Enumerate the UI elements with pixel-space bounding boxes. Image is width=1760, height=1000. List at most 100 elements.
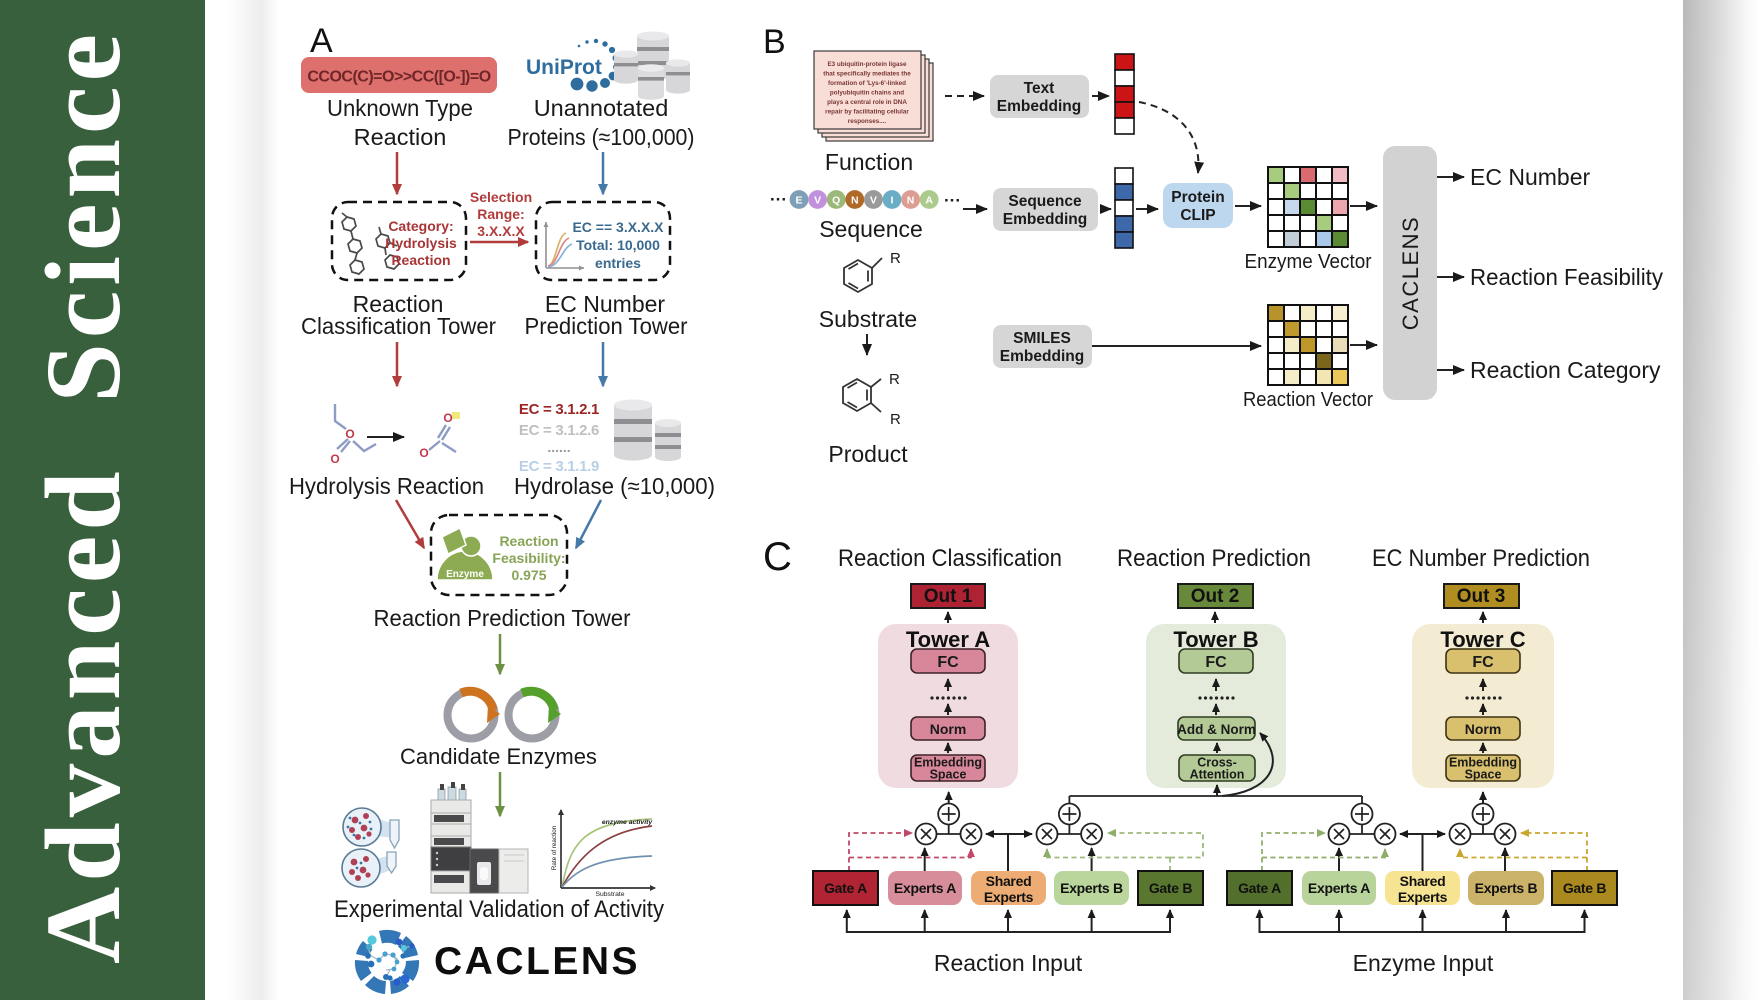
- svg-text:Experimental Validation of Act: Experimental Validation of Activity: [334, 896, 664, 923]
- svg-text:EC == 3.X.X.X: EC == 3.X.X.X: [572, 219, 664, 235]
- svg-text:O: O: [443, 411, 452, 425]
- svg-text:......: ......: [547, 439, 570, 455]
- svg-text:Reaction Classification: Reaction Classification: [838, 545, 1062, 572]
- svg-text:Embedding: Embedding: [1000, 348, 1084, 365]
- svg-text:EC = 3.1.1.9: EC = 3.1.1.9: [519, 458, 599, 475]
- svg-text:Reaction: Reaction: [354, 124, 447, 150]
- svg-text:E: E: [795, 194, 802, 206]
- svg-text:EC = 3.1.2.1: EC = 3.1.2.1: [519, 401, 599, 418]
- svg-text:responses....: responses....: [848, 118, 887, 125]
- svg-text:Substrate: Substrate: [819, 306, 917, 332]
- svg-text:V: V: [870, 194, 877, 206]
- svg-text:N: N: [907, 194, 915, 206]
- svg-text:O: O: [345, 427, 354, 441]
- svg-text:EC Number: EC Number: [545, 291, 665, 317]
- svg-text:Tower C: Tower C: [1440, 627, 1525, 652]
- svg-text:Reaction Prediction: Reaction Prediction: [1117, 545, 1311, 572]
- svg-text:FC: FC: [937, 654, 959, 671]
- svg-text:Hydrolysis: Hydrolysis: [385, 235, 457, 251]
- svg-text:O: O: [419, 446, 428, 460]
- svg-text:Enzyme Vector: Enzyme Vector: [1245, 251, 1372, 273]
- svg-text:enzyme activity: enzyme activity: [602, 819, 653, 826]
- svg-text:EC Number Prediction: EC Number Prediction: [1372, 545, 1590, 572]
- svg-text:Gate A: Gate A: [824, 880, 867, 896]
- svg-text:Enzyme: Enzyme: [446, 569, 484, 580]
- svg-text:Experts: Experts: [984, 889, 1034, 905]
- svg-text:C: C: [763, 535, 792, 579]
- svg-text:Experts A: Experts A: [894, 880, 956, 896]
- svg-text:Classification Tower: Classification Tower: [301, 313, 496, 339]
- svg-text:Total: 10,000: Total: 10,000: [576, 237, 660, 253]
- svg-text:Unannotated: Unannotated: [534, 95, 669, 121]
- svg-text:Gate A: Gate A: [1238, 880, 1281, 896]
- svg-text:that specifically mediates the: that specifically mediates the: [823, 71, 911, 78]
- svg-text:Experts A: Experts A: [1308, 880, 1370, 896]
- svg-text:Out 2: Out 2: [1191, 586, 1240, 607]
- svg-text:Text: Text: [1024, 80, 1055, 97]
- svg-text:FC: FC: [1205, 654, 1227, 671]
- svg-text:Embedding: Embedding: [1449, 756, 1517, 770]
- svg-text:Attention: Attention: [1190, 768, 1245, 782]
- svg-text:A: A: [310, 22, 333, 60]
- svg-text:CCOC(C)=O>>CC([O-])=O: CCOC(C)=O>>CC([O-])=O: [307, 69, 490, 86]
- svg-text:CACLENS: CACLENS: [434, 940, 640, 983]
- svg-text:Range:: Range:: [477, 206, 524, 222]
- svg-text:R: R: [890, 411, 901, 428]
- svg-text:N: N: [851, 194, 859, 206]
- svg-text:Category:: Category:: [388, 218, 453, 234]
- svg-text:CLIP: CLIP: [1180, 207, 1215, 224]
- svg-text:EC = 3.1.2.6: EC = 3.1.2.6: [519, 422, 599, 439]
- svg-text:plays a central role in DNA: plays a central role in DNA: [827, 99, 907, 106]
- svg-text:Protein: Protein: [1171, 189, 1224, 206]
- svg-text:Prediction Tower: Prediction Tower: [525, 313, 688, 339]
- svg-text:Experts B: Experts B: [1060, 880, 1123, 896]
- svg-text:Add & Norm: Add & Norm: [1177, 722, 1256, 737]
- svg-text:Experts: Experts: [1398, 889, 1448, 905]
- svg-text:Selection: Selection: [470, 189, 532, 205]
- svg-text:Rate of reaction: Rate of reaction: [551, 825, 558, 870]
- svg-text:···: ···: [770, 190, 787, 209]
- svg-text:E3 ubiquitin-protein ligase: E3 ubiquitin-protein ligase: [827, 61, 907, 68]
- svg-text:Embedding: Embedding: [1003, 211, 1087, 228]
- svg-text:polyubiquitin chains and: polyubiquitin chains and: [830, 90, 904, 97]
- svg-text:Q: Q: [832, 194, 840, 206]
- svg-text:Function: Function: [825, 149, 913, 175]
- svg-text:R: R: [889, 371, 900, 388]
- svg-text:Cross-: Cross-: [1197, 756, 1237, 770]
- svg-text:Feasibility:: Feasibility:: [492, 550, 565, 566]
- svg-text:Experts B: Experts B: [1475, 880, 1538, 896]
- svg-text:Gate B: Gate B: [1563, 880, 1607, 896]
- svg-text:Reaction Category: Reaction Category: [1470, 357, 1661, 383]
- svg-text:FC: FC: [1472, 654, 1494, 671]
- svg-text:Shared: Shared: [1400, 873, 1446, 889]
- svg-text:Hydrolysis Reaction: Hydrolysis Reaction: [289, 473, 484, 499]
- svg-text:Embedding: Embedding: [997, 98, 1081, 115]
- svg-text:Reaction Feasibility: Reaction Feasibility: [1470, 264, 1663, 290]
- svg-text:Out 3: Out 3: [1457, 586, 1506, 607]
- svg-text:Reaction Prediction Tower: Reaction Prediction Tower: [374, 605, 631, 631]
- svg-text:UniProt: UniProt: [526, 56, 602, 79]
- svg-text:Space: Space: [930, 768, 967, 782]
- svg-text:CACLENS: CACLENS: [1398, 216, 1423, 330]
- svg-text:Norm: Norm: [1465, 721, 1502, 737]
- svg-text:Unknown Type: Unknown Type: [327, 95, 473, 121]
- svg-text:Shared: Shared: [986, 873, 1032, 889]
- svg-text:···: ···: [944, 191, 961, 210]
- svg-text:Proteins (≈100,000): Proteins (≈100,000): [508, 124, 695, 150]
- svg-text:Product: Product: [828, 441, 908, 467]
- svg-text:Gate B: Gate B: [1149, 880, 1193, 896]
- svg-text:Hydrolase (≈10,000): Hydrolase (≈10,000): [514, 473, 715, 499]
- svg-text:formation of 'Lys-6'-linked: formation of 'Lys-6'-linked: [828, 80, 906, 87]
- svg-text:O: O: [330, 452, 339, 466]
- svg-text:A: A: [925, 194, 933, 206]
- svg-text:Embedding: Embedding: [914, 756, 982, 770]
- svg-text:Out 1: Out 1: [924, 586, 973, 607]
- svg-text:Sequence: Sequence: [819, 216, 923, 242]
- svg-text:B: B: [763, 23, 786, 61]
- svg-text:Enzyme Input: Enzyme Input: [1353, 950, 1494, 976]
- svg-text:Reaction Vector: Reaction Vector: [1243, 389, 1373, 411]
- svg-text:I: I: [891, 194, 894, 206]
- svg-text:Reaction: Reaction: [353, 291, 444, 317]
- svg-text:V: V: [814, 194, 821, 206]
- svg-text:0.975: 0.975: [511, 567, 546, 583]
